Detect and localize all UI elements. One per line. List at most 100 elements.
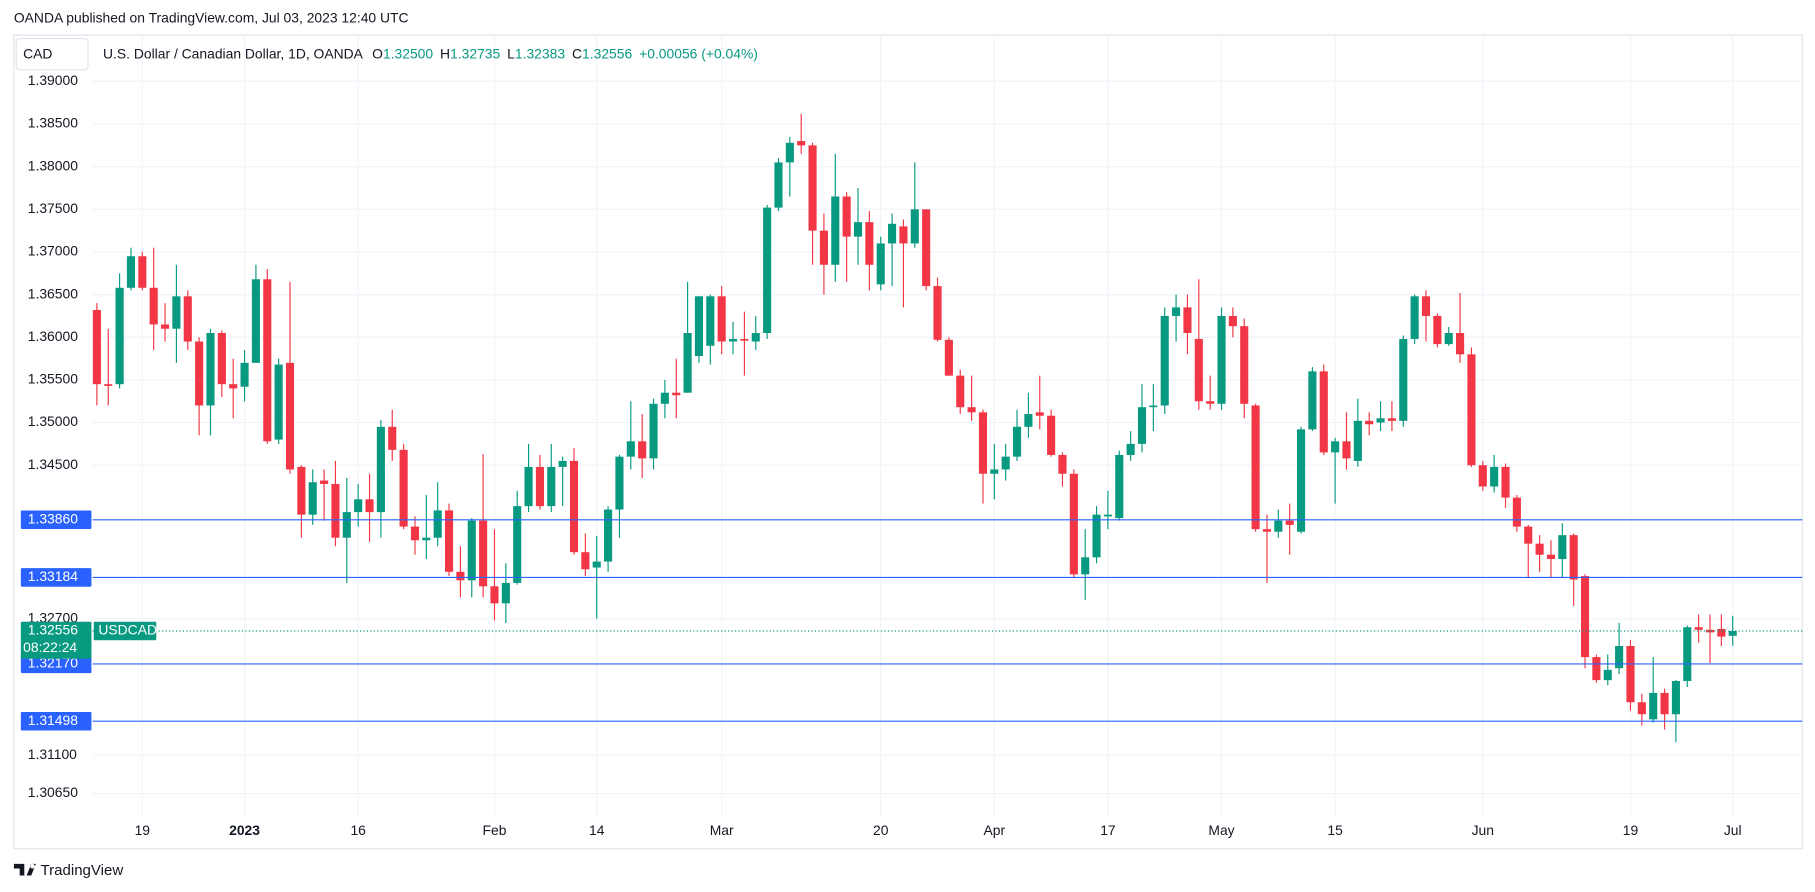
candle-body: [581, 552, 590, 570]
candle-body: [1649, 692, 1658, 720]
candle-body: [865, 222, 874, 265]
candle-body: [138, 256, 147, 288]
candle-body: [1047, 415, 1056, 455]
candle-body: [1183, 307, 1192, 333]
candle-body: [1353, 420, 1362, 461]
candle-body: [728, 338, 738, 342]
candle-body: [1240, 326, 1249, 404]
level-label-box: [20, 654, 92, 674]
candle-body: [433, 510, 442, 538]
candle-body: [1012, 426, 1022, 457]
candle-body: [1501, 466, 1510, 498]
header-change: +0.00056 (+0.04%): [639, 45, 758, 61]
candle-body: [92, 309, 101, 385]
ohlc-value: 1.32556: [582, 45, 632, 61]
candle-body: [308, 482, 317, 515]
candle-body: [1251, 405, 1260, 530]
candle-body: [592, 561, 601, 568]
candle-body: [1490, 466, 1499, 487]
candle-body: [399, 449, 408, 527]
candle-body: [1558, 535, 1567, 560]
symbol-box: [93, 621, 157, 641]
candle-body: [524, 466, 533, 507]
candle-body: [1331, 441, 1340, 453]
candle-body: [922, 209, 931, 287]
candle-body: [604, 509, 613, 562]
ohlc-value: 1.32383: [515, 45, 565, 61]
label-layer: 1.30650 1.31100 1.32700 1.34500 1.35000 1.355…: [20, 72, 1742, 838]
candle-body: [876, 243, 885, 285]
candle-body: [1262, 529, 1272, 532]
candle-body: [649, 403, 658, 459]
candle-body: [774, 162, 783, 208]
candle-body: [1103, 514, 1112, 517]
candle-body: [206, 332, 215, 406]
brand-logo: [13, 863, 36, 876]
candle-body: [717, 296, 726, 342]
chart-frame: [13, 34, 1803, 850]
candle-body: [1433, 315, 1442, 345]
candle-body: [160, 324, 170, 329]
current-price-label: 1.32556: [28, 622, 78, 638]
candle-body: [672, 392, 681, 396]
candle-body: [376, 426, 385, 513]
candle-body: [1217, 315, 1226, 404]
y-tick-label: 1.35000: [28, 413, 78, 429]
ohlc-value: 1.32500: [383, 45, 433, 61]
candle-body: [1024, 414, 1033, 427]
candle-body: [1456, 332, 1465, 355]
x-tick-label: Feb: [483, 822, 507, 838]
candle-body: [1671, 680, 1680, 715]
candle-body: [1569, 535, 1578, 580]
level-label-box: [20, 711, 92, 731]
candle-body: [1137, 407, 1147, 444]
x-tick-label: 15: [1327, 822, 1343, 838]
candle-body: [1126, 443, 1135, 455]
candle-body: [320, 480, 329, 484]
candle-body: [172, 296, 181, 329]
candle-body: [1694, 627, 1703, 630]
candle-body: [285, 362, 295, 470]
level-label-box: [20, 568, 92, 587]
candle-body: [967, 407, 976, 413]
grid-layer: [92, 35, 1803, 817]
candle-body: [785, 142, 794, 163]
candle-body: [1160, 315, 1169, 406]
currency-box[interactable]: [15, 37, 89, 71]
candle-body: [1603, 669, 1612, 681]
candle-body: [1410, 296, 1419, 339]
y-tick-label: 1.35500: [28, 371, 78, 387]
candle-body: [229, 384, 238, 389]
candle-body: [933, 286, 942, 340]
ohlc-value: 1.32735: [450, 45, 500, 61]
candle-body: [1285, 520, 1294, 525]
candle-body: [444, 510, 454, 572]
candle-body: [1626, 646, 1635, 703]
x-tick-label: Jul: [1724, 822, 1742, 838]
candle-body: [501, 582, 510, 604]
candle-body: [819, 230, 828, 265]
candle-body: [1149, 405, 1158, 408]
candle-body: [694, 296, 704, 357]
candle-body: [1308, 371, 1317, 430]
candle-body: [1592, 657, 1601, 681]
candle-body: [797, 141, 806, 146]
candle-body: [1399, 338, 1408, 421]
x-tick-label: 17: [1100, 822, 1116, 838]
candle-body: [1035, 412, 1044, 416]
candle-body: [1615, 646, 1624, 669]
currency-label[interactable]: CAD: [23, 45, 52, 61]
candle-body: [558, 460, 567, 467]
candle-body: [1115, 454, 1124, 519]
y-tick-label: 1.36000: [28, 328, 78, 344]
candle-body: [808, 145, 817, 231]
candle-body: [1535, 543, 1544, 555]
candle-body: [240, 362, 249, 387]
level-label-box: [20, 510, 92, 530]
candle-body: [274, 364, 283, 440]
y-tick-label: 1.36500: [28, 285, 78, 301]
candle-body: [1524, 526, 1533, 544]
candle-body: [1001, 456, 1010, 470]
y-tick-label: 1.38000: [28, 157, 78, 173]
candle-body: [1376, 418, 1385, 423]
